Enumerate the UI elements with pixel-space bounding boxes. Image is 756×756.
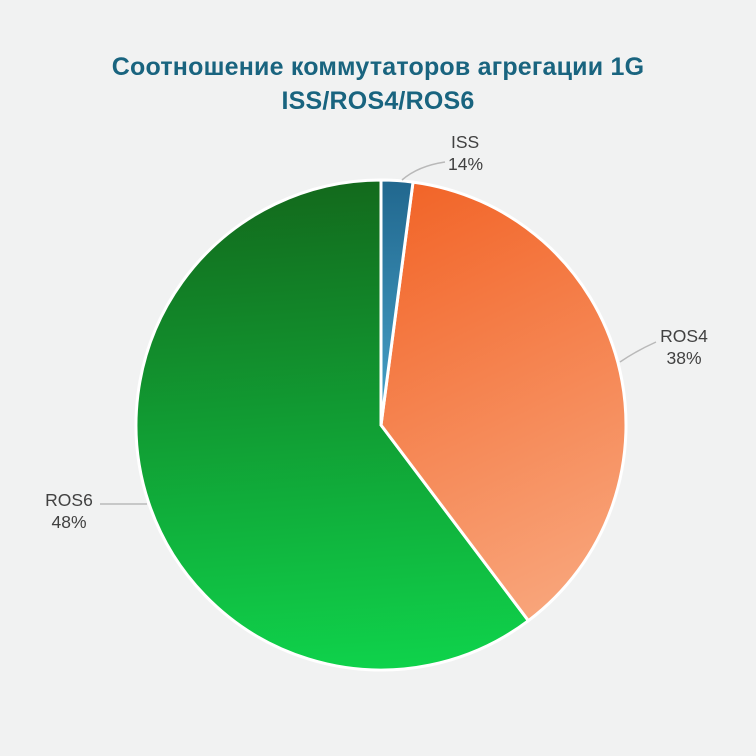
pie-slice-iss[interactable] [379,178,415,427]
leader-line-ros4 [619,341,657,363]
slice-label-iss-name: ISS [451,132,480,152]
slice-label-ros6-value: 48% [51,512,87,532]
chart-title-line1: Соотношение коммутаторов агрегации 1G [111,53,645,81]
slice-label-ros6: ROS6 48% [38,489,100,533]
slice-label-iss: ISS 14% [448,131,483,175]
slice-label-ros4: ROS4 38% [644,325,724,369]
slice-label-ros6-name: ROS6 [45,490,93,510]
slice-label-ros4-value: 38% [666,348,702,368]
pie-slice-ros4[interactable] [379,180,628,623]
pie-slice-ros6[interactable] [134,178,530,672]
slice-label-iss-value: 14% [448,154,484,174]
slice-label-ros4-name: ROS4 [660,326,708,346]
leader-line-iss [401,161,446,181]
chart-title: Соотношение коммутаторов агрегации 1G IS… [0,50,756,118]
chart-title-line2: ISS/ROS4/ROS6 [281,87,475,115]
